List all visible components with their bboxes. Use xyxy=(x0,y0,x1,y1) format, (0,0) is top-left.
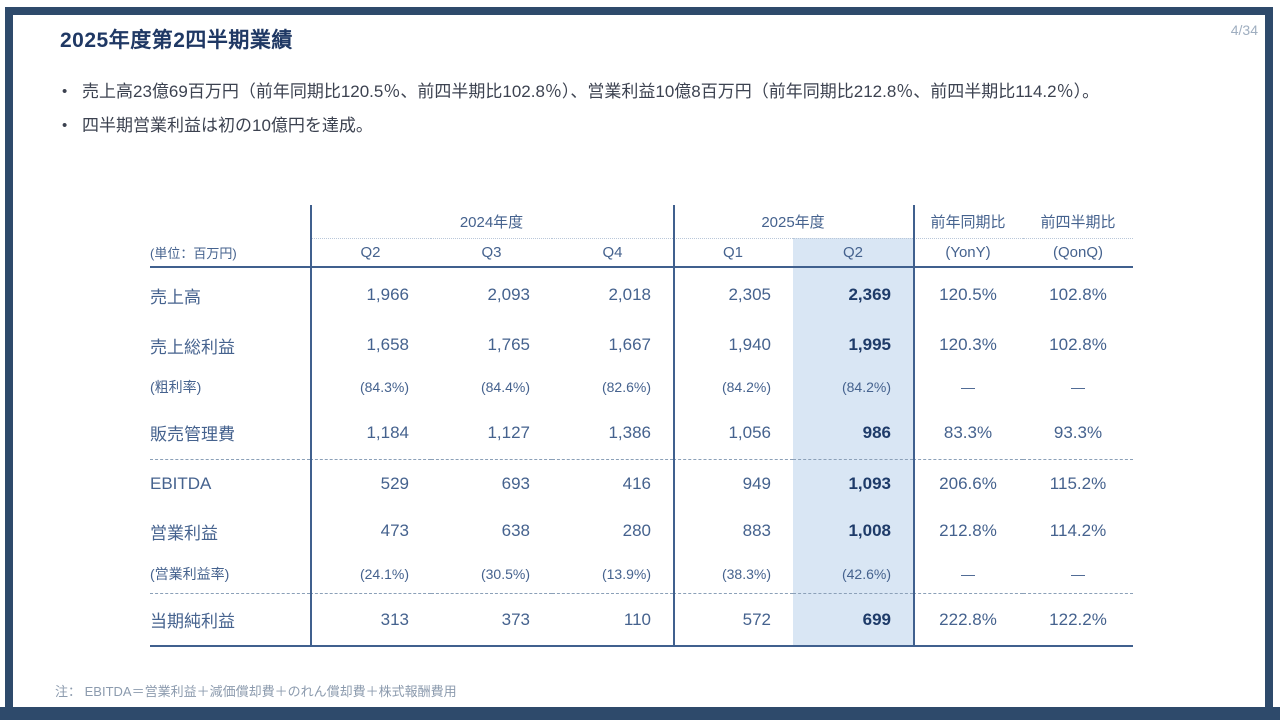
row-label: 販売管理費 xyxy=(150,425,235,444)
value-cell: 693 xyxy=(431,459,552,508)
value-cell: 1,667 xyxy=(608,335,651,354)
value-cell: 313 xyxy=(310,593,431,647)
value-cell: 529 xyxy=(310,459,431,508)
header-q2-2024: Q2 xyxy=(310,238,431,268)
value-cell: (30.5%) xyxy=(480,565,530,582)
header-yony: 前年同期比 xyxy=(930,214,1006,231)
value-cell: (84.2%) xyxy=(841,379,891,395)
value-cell: (82.6%) xyxy=(601,379,651,395)
slide-title: 2025年度第2四半期業績 xyxy=(60,29,293,52)
value-cell: 115.2% xyxy=(1023,459,1133,508)
value-cell: 1,056 xyxy=(728,422,771,442)
footnote: 注： EBITDA＝営業利益＋減価償却費＋のれん償却費＋株式報酬費用 xyxy=(55,684,457,699)
value-cell: 699 xyxy=(793,593,913,647)
header-qonq-sub: (QonQ) xyxy=(1023,238,1133,268)
value-cell: 93.3% xyxy=(1053,422,1103,442)
value-cell: 83.3% xyxy=(943,422,993,442)
value-cell: 638 xyxy=(501,521,530,540)
header-fy2024: 2024年度 xyxy=(459,214,524,231)
value-cell: (84.2%) xyxy=(721,379,771,395)
value-cell: — xyxy=(1071,379,1085,395)
value-cell: 1,386 xyxy=(608,422,651,442)
unit-label: (単位：百万円) xyxy=(150,238,310,268)
value-cell: — xyxy=(961,565,975,582)
page-number: 4/34 xyxy=(1230,22,1258,38)
table-vertical-divider xyxy=(913,205,915,647)
row-label: EBITDA xyxy=(150,459,310,508)
value-cell: 122.2% xyxy=(1023,593,1133,647)
row-label: 営業利益 xyxy=(150,523,218,543)
value-cell: (13.9%) xyxy=(601,565,651,582)
table-vertical-divider xyxy=(310,205,312,647)
header-q4-2024: Q4 xyxy=(552,238,673,268)
value-cell: 949 xyxy=(673,459,793,508)
table-vertical-divider xyxy=(673,205,675,647)
value-cell: 572 xyxy=(673,593,793,647)
value-cell: — xyxy=(1071,565,1085,582)
value-cell: 206.6% xyxy=(913,459,1023,508)
value-cell: 1,184 xyxy=(366,422,409,442)
header-q1-2025: Q1 xyxy=(673,238,793,268)
value-cell: 416 xyxy=(552,459,673,508)
bullet-text: 売上高23億69百万円（前年同期比120.5％、前四半期比102.8％）、営業利… xyxy=(82,82,1100,101)
q2-2025-highlight-column xyxy=(793,238,913,647)
value-cell: 373 xyxy=(431,593,552,647)
value-cell: 1,658 xyxy=(366,335,409,354)
value-cell: 473 xyxy=(380,521,409,540)
value-cell: 120.5% xyxy=(939,285,997,304)
value-cell: 102.8% xyxy=(1049,335,1107,354)
header-q2-2025: Q2 xyxy=(793,238,913,268)
value-cell: 1,127 xyxy=(487,422,530,442)
value-cell: (24.1%) xyxy=(359,565,409,582)
value-cell: 120.3% xyxy=(939,335,997,354)
value-cell: 1,093 xyxy=(793,459,913,508)
row-label: 売上高 xyxy=(150,287,201,307)
value-cell: 1,966 xyxy=(366,285,409,304)
value-cell: (84.4%) xyxy=(480,379,530,395)
value-cell: 222.8% xyxy=(913,593,1023,647)
value-cell: 986 xyxy=(862,422,891,442)
value-cell: 102.8% xyxy=(1049,285,1107,304)
value-cell: 1,940 xyxy=(728,335,771,354)
header-fy2025: 2025年度 xyxy=(761,214,825,231)
bullet-icon: • xyxy=(62,83,68,100)
header-yony-sub: (YonY) xyxy=(913,238,1023,268)
bullet-text: 四半期営業利益は初の10億円を達成。 xyxy=(82,116,373,135)
row-label: 当期純利益 xyxy=(150,593,310,647)
value-cell: 2,093 xyxy=(487,285,530,304)
value-cell: 883 xyxy=(742,521,771,540)
value-cell: 1,765 xyxy=(487,335,530,354)
bullet-item: • 売上高23億69百万円（前年同期比120.5％、前四半期比102.8％）、営… xyxy=(60,78,1130,105)
value-cell: 280 xyxy=(622,521,651,540)
header-qonq: 前四半期比 xyxy=(1040,214,1116,231)
bullet-icon: • xyxy=(62,117,68,134)
value-cell: — xyxy=(961,379,975,395)
value-cell: 2,369 xyxy=(848,285,891,304)
results-table: 2024年度 2025年度 前年同期比 前四半期比 (単位：百万円) Q2 Q3… xyxy=(150,205,1133,647)
bullet-item: • 四半期営業利益は初の10億円を達成。 xyxy=(60,112,1130,139)
value-cell: 1,008 xyxy=(848,521,891,540)
header-spacer xyxy=(150,205,310,238)
value-cell: 110 xyxy=(552,593,673,647)
bullet-list: • 売上高23億69百万円（前年同期比120.5％、前四半期比102.8％）、営… xyxy=(60,78,1130,146)
value-cell: 2,018 xyxy=(608,285,651,304)
value-cell: (84.3%) xyxy=(359,379,409,395)
value-cell: (42.6%) xyxy=(841,565,891,582)
value-cell: 212.8% xyxy=(939,521,997,540)
value-cell: (38.3%) xyxy=(721,565,771,582)
slide-bottom-bar xyxy=(0,707,1280,720)
row-label: (営業利益率) xyxy=(150,565,230,582)
value-cell: 114.2% xyxy=(1049,521,1107,540)
value-cell: 1,995 xyxy=(848,335,891,354)
row-label: (粗利率) xyxy=(150,379,202,395)
row-label: 売上総利益 xyxy=(150,337,235,357)
value-cell: 2,305 xyxy=(728,285,771,304)
header-q3-2024: Q3 xyxy=(431,238,552,268)
